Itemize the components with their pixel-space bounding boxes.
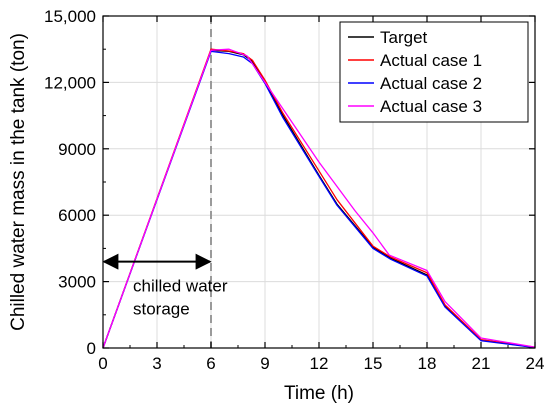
series-line-4 (102, 48, 536, 349)
series-line-3 (102, 50, 536, 349)
legend: Target Actual case 1 Actual case 2 Actual c… (339, 21, 529, 123)
y-axis-label: Chilled water mass in the tank (ton) (8, 33, 29, 331)
x-tick-label: 12 (310, 354, 329, 373)
y-tick-label: 0 (87, 339, 96, 358)
x-tick-label: 6 (206, 354, 215, 373)
x-tick-label: 24 (526, 354, 545, 373)
y-tick-label: 15,000 (44, 7, 96, 26)
annotation-text: chilled water (133, 277, 228, 296)
x-tick-label: 9 (260, 354, 269, 373)
x-axis-label: Time (h) (284, 383, 354, 404)
legend-label: Target (380, 28, 428, 47)
annotation-text: storage (133, 300, 190, 319)
series-line-2 (102, 48, 536, 349)
legend-label: Actual case 3 (380, 97, 482, 116)
x-tick-label: 3 (152, 354, 161, 373)
y-tick-label: 9000 (58, 140, 96, 159)
y-tick-label: 3000 (58, 273, 96, 292)
legend-label: Actual case 1 (380, 51, 482, 70)
series-group (102, 48, 536, 349)
y-tick-label: 12,000 (44, 73, 96, 92)
x-tick-labels: 0 3 6 9 12 15 18 21 24 (98, 354, 544, 373)
annotation-group: chilled water storage (102, 253, 228, 319)
x-tick-label: 21 (472, 354, 491, 373)
x-tick-label: 18 (418, 354, 437, 373)
y-tick-labels: 0 3000 6000 9000 12,000 15,000 (44, 7, 96, 358)
x-tick-label: 15 (364, 354, 383, 373)
tick-marks (102, 15, 536, 349)
y-tick-label: 6000 (58, 206, 96, 225)
x-tick-label: 0 (98, 354, 107, 373)
legend-label: Actual case 2 (380, 74, 482, 93)
